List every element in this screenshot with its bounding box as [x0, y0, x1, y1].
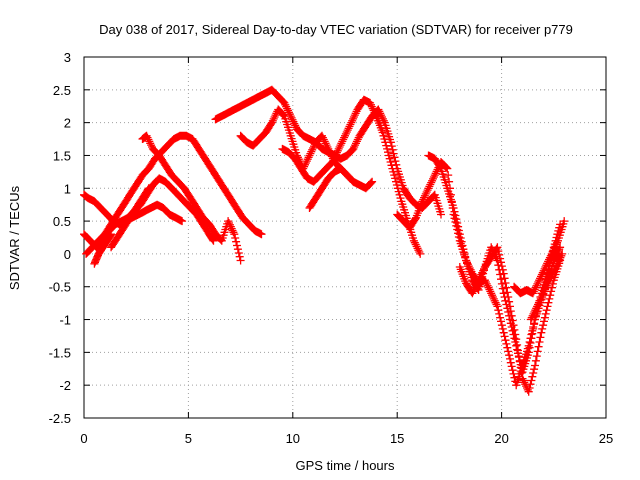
series-track-10 — [305, 164, 377, 212]
y-tick-label: 0.5 — [53, 214, 71, 229]
plus-markers — [526, 249, 567, 324]
series-track-6 — [90, 230, 116, 268]
series-track-15 — [526, 249, 567, 324]
plus-markers — [82, 131, 266, 258]
y-tick-label: 2.5 — [53, 83, 71, 98]
plus-markers — [107, 184, 153, 252]
x-tick-label: 25 — [599, 431, 613, 446]
plus-markers — [455, 243, 565, 396]
x-tick-labels: 0 5 10 15 20 25 — [80, 431, 613, 446]
plus-markers — [278, 95, 425, 258]
y-axis-label: SDTVAR / TECUs — [7, 185, 22, 290]
axis-ticks — [83, 56, 607, 419]
y-tick-label: -0.5 — [49, 280, 71, 295]
plus-markers — [90, 230, 116, 268]
x-tick-label: 0 — [80, 431, 87, 446]
y-tick-labels: -2.5 -2 -1.5 -1 -0.5 0 0.5 1 1.5 2 2.5 3 — [49, 50, 71, 426]
plus-markers — [393, 158, 565, 390]
series-track-5 — [107, 184, 153, 252]
data-markers — [80, 85, 569, 396]
series-track-13 — [455, 243, 565, 396]
y-tick-label: -1 — [59, 313, 71, 328]
plus-markers — [510, 217, 569, 298]
y-tick-label: 3 — [64, 50, 71, 65]
y-tick-label: 2 — [64, 116, 71, 131]
x-tick-label: 20 — [494, 431, 508, 446]
x-tick-label: 5 — [185, 431, 192, 446]
series-track-14 — [510, 217, 569, 298]
y-tick-label: 1.5 — [53, 148, 71, 163]
y-tick-label: -2 — [59, 378, 71, 393]
x-tick-label: 10 — [286, 431, 300, 446]
series-track-3 — [82, 131, 266, 258]
x-tick-label: 15 — [390, 431, 404, 446]
y-tick-label: -2.5 — [49, 411, 71, 426]
series-track-4 — [138, 131, 245, 265]
y-tick-label: 1 — [64, 181, 71, 196]
x-axis-label: GPS time / hours — [296, 458, 395, 473]
series-track-11 — [393, 158, 565, 390]
plus-markers — [138, 131, 245, 265]
chart-title: Day 038 of 2017, Sidereal Day-to-day VTE… — [99, 22, 573, 37]
y-tick-label: -1.5 — [49, 345, 71, 360]
series-track-9 — [278, 95, 425, 258]
y-tick-label: 0 — [64, 247, 71, 262]
plus-markers — [305, 164, 377, 212]
